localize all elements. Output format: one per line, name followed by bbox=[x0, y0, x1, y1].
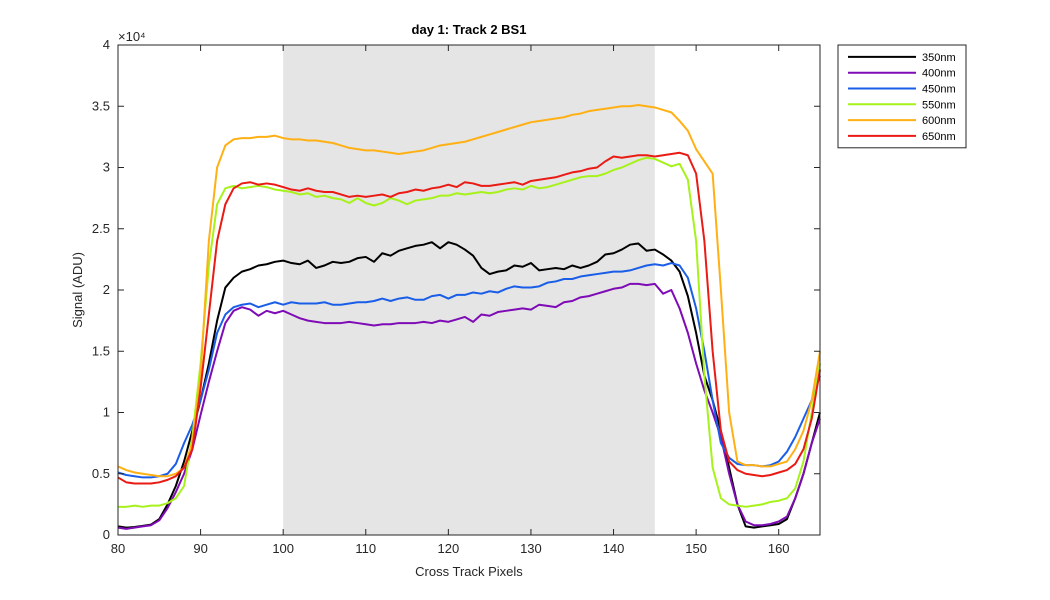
y-axis-label: Signal (ADU) bbox=[70, 252, 85, 328]
tick-layer: 80 90 100 110 120 130 140 150 160 0 0.5 1 1.5 2 2.5 3 3.… bbox=[92, 37, 820, 556]
y-tick-label: 3.5 bbox=[92, 98, 110, 113]
shaded-region bbox=[283, 45, 655, 535]
legend-label-650nm: 650nm bbox=[922, 131, 956, 143]
y-tick-label: 4 bbox=[103, 37, 110, 52]
series-line-600nm bbox=[117, 104, 821, 478]
x-axis-label: Cross Track Pixels bbox=[415, 564, 523, 579]
y-tick-label: 0 bbox=[103, 527, 110, 542]
x-tick-label: 130 bbox=[520, 541, 542, 556]
legend-label-350nm: 350nm bbox=[922, 52, 956, 64]
series-line-550nm bbox=[118, 156, 821, 508]
legend-box bbox=[837, 44, 967, 149]
x-tick-label: 140 bbox=[603, 541, 625, 556]
y-tick-label: 0.5 bbox=[92, 466, 110, 481]
x-tick-label: 110 bbox=[355, 541, 376, 556]
x-tick-label: 100 bbox=[272, 541, 294, 556]
x-tick-label: 120 bbox=[438, 541, 460, 556]
chart-title: day 1: Track 2 BS1 bbox=[412, 22, 527, 37]
series-line-400nm bbox=[117, 282, 821, 530]
y-tick-label: 2 bbox=[103, 282, 110, 297]
y-axis-exponent: ×10⁴ bbox=[118, 29, 146, 44]
legend: 350nm 400nm 450nm 550nm 600nm 650nm bbox=[837, 44, 967, 149]
y-tick-label: 1 bbox=[103, 405, 110, 420]
legend-label-600nm: 600nm bbox=[922, 115, 956, 127]
series-layer bbox=[117, 104, 821, 530]
x-tick-label: 150 bbox=[685, 541, 707, 556]
y-tick-label: 3 bbox=[103, 160, 110, 175]
y-tick-label: 1.5 bbox=[92, 343, 110, 358]
y-tick-label: 2.5 bbox=[92, 221, 110, 236]
legend-label-550nm: 550nm bbox=[922, 99, 956, 111]
x-tick-label: 160 bbox=[768, 541, 790, 556]
x-tick-label: 90 bbox=[193, 541, 207, 556]
legend-label-400nm: 400nm bbox=[922, 68, 956, 80]
legend-label-450nm: 450nm bbox=[922, 84, 956, 96]
x-tick-label: 80 bbox=[111, 541, 125, 556]
series-line-650nm bbox=[117, 151, 821, 485]
